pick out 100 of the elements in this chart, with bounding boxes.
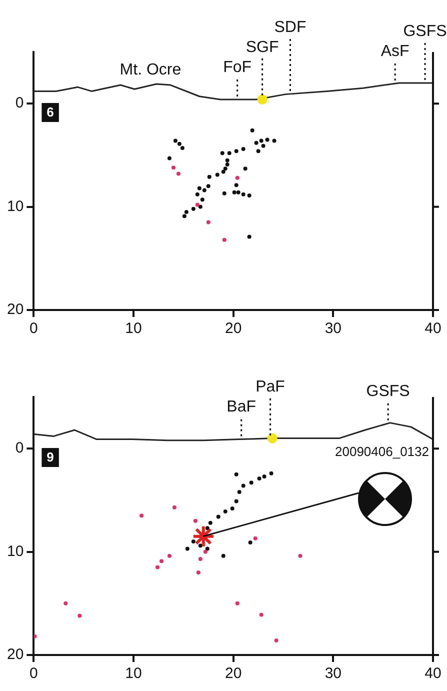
point xyxy=(235,601,240,606)
point xyxy=(155,565,160,570)
point xyxy=(184,210,188,214)
y-tick-label: 10 xyxy=(6,198,24,215)
point xyxy=(256,149,260,154)
point xyxy=(206,184,210,188)
point xyxy=(257,94,268,104)
point xyxy=(237,490,242,494)
point xyxy=(216,514,220,519)
point xyxy=(173,138,178,143)
point xyxy=(234,149,238,154)
point xyxy=(220,151,224,156)
point xyxy=(203,550,208,554)
point xyxy=(34,634,37,638)
point xyxy=(225,158,230,162)
point xyxy=(177,142,182,146)
y-tick-label: 20 xyxy=(6,646,24,664)
point xyxy=(257,476,262,481)
point xyxy=(223,166,228,171)
ref-line-label: AsF xyxy=(380,42,410,60)
point xyxy=(180,146,184,150)
point xyxy=(195,202,200,207)
annotation: 20090406_0132 xyxy=(335,444,429,460)
point xyxy=(253,536,258,540)
point xyxy=(197,186,202,190)
x-tick-label: 30 xyxy=(324,320,342,338)
x-tick-label: 0 xyxy=(30,320,38,338)
point xyxy=(200,198,204,202)
ref-line-label: GSFS xyxy=(403,22,447,40)
point xyxy=(196,570,200,574)
point xyxy=(205,526,210,530)
point xyxy=(222,238,226,242)
x-tick-label: 10 xyxy=(125,320,142,338)
point xyxy=(64,601,68,606)
point xyxy=(250,128,254,132)
point xyxy=(235,176,240,180)
y-tick-label: 10 xyxy=(6,542,24,560)
ref-line-label: PaF xyxy=(256,378,286,396)
point xyxy=(140,514,144,518)
point xyxy=(159,559,164,564)
point xyxy=(234,183,238,188)
point xyxy=(198,544,202,548)
y-tick-label: 20 xyxy=(6,301,24,318)
point xyxy=(171,166,176,170)
point xyxy=(265,138,270,142)
point xyxy=(269,471,274,476)
point xyxy=(225,162,230,166)
point xyxy=(259,612,264,617)
point xyxy=(215,172,220,177)
point xyxy=(176,172,180,176)
point xyxy=(247,193,252,198)
point xyxy=(185,546,190,551)
point xyxy=(243,166,248,171)
point xyxy=(261,144,266,148)
x-tick-label: 20 xyxy=(225,320,242,338)
point xyxy=(298,554,302,558)
point xyxy=(195,192,200,196)
point xyxy=(191,206,196,211)
point xyxy=(167,554,172,558)
annotation: 6 xyxy=(46,104,54,120)
ref-line-label: FoF xyxy=(223,58,252,76)
ref-line-label: SGF xyxy=(246,38,279,56)
point xyxy=(241,147,246,152)
annotation: 9 xyxy=(46,450,54,465)
point xyxy=(241,484,246,488)
point xyxy=(221,554,226,558)
point xyxy=(247,234,252,239)
point xyxy=(202,188,206,192)
point xyxy=(208,520,212,525)
x-tick-label: 30 xyxy=(324,665,342,682)
y-tick-label: 0 xyxy=(15,440,24,457)
point xyxy=(272,138,276,143)
ref-line-label: SDF xyxy=(274,18,306,36)
y-tick-label: 0 xyxy=(15,94,24,112)
point xyxy=(205,546,210,551)
point xyxy=(241,192,246,196)
point xyxy=(249,480,254,485)
point xyxy=(230,506,234,510)
point xyxy=(172,505,176,510)
x-tick-label: 10 xyxy=(125,665,142,682)
point xyxy=(222,191,226,196)
point xyxy=(193,518,198,523)
point xyxy=(223,510,228,514)
point xyxy=(262,474,266,478)
x-tick-label: 20 xyxy=(225,665,242,682)
point xyxy=(274,638,278,643)
point xyxy=(198,204,202,209)
point xyxy=(259,138,264,143)
point xyxy=(198,557,202,562)
point xyxy=(227,151,232,156)
point xyxy=(248,540,252,545)
point xyxy=(232,190,236,194)
x-tick-label: 0 xyxy=(30,665,38,682)
point xyxy=(234,472,238,476)
point xyxy=(254,140,258,145)
x-tick-label: 40 xyxy=(424,320,442,338)
point xyxy=(167,156,172,160)
point xyxy=(234,499,238,504)
annotation: Mt. Ocre xyxy=(120,61,182,78)
point xyxy=(206,220,210,224)
